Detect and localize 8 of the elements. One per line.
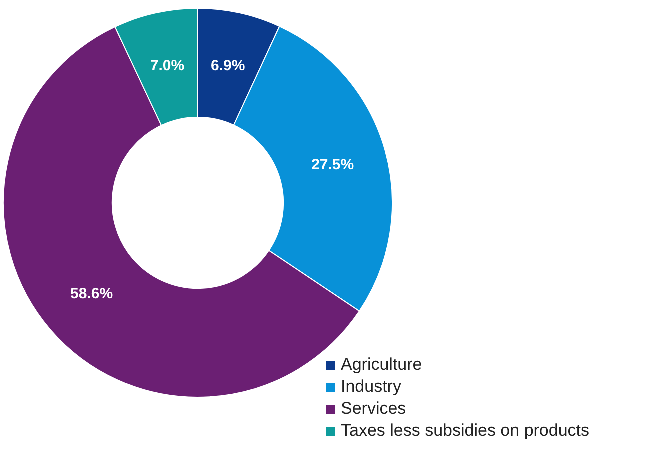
data-label: 58.6%	[70, 285, 114, 302]
data-label: 7.0%	[150, 57, 185, 74]
data-label: 27.5%	[312, 156, 354, 174]
legend-label: Agriculture	[341, 354, 422, 376]
legend-label: Taxes less subsidies on products	[341, 420, 590, 442]
data-label: 6.9%	[211, 57, 246, 74]
legend-label: Services	[341, 398, 406, 420]
legend-label: Industry	[341, 376, 402, 398]
